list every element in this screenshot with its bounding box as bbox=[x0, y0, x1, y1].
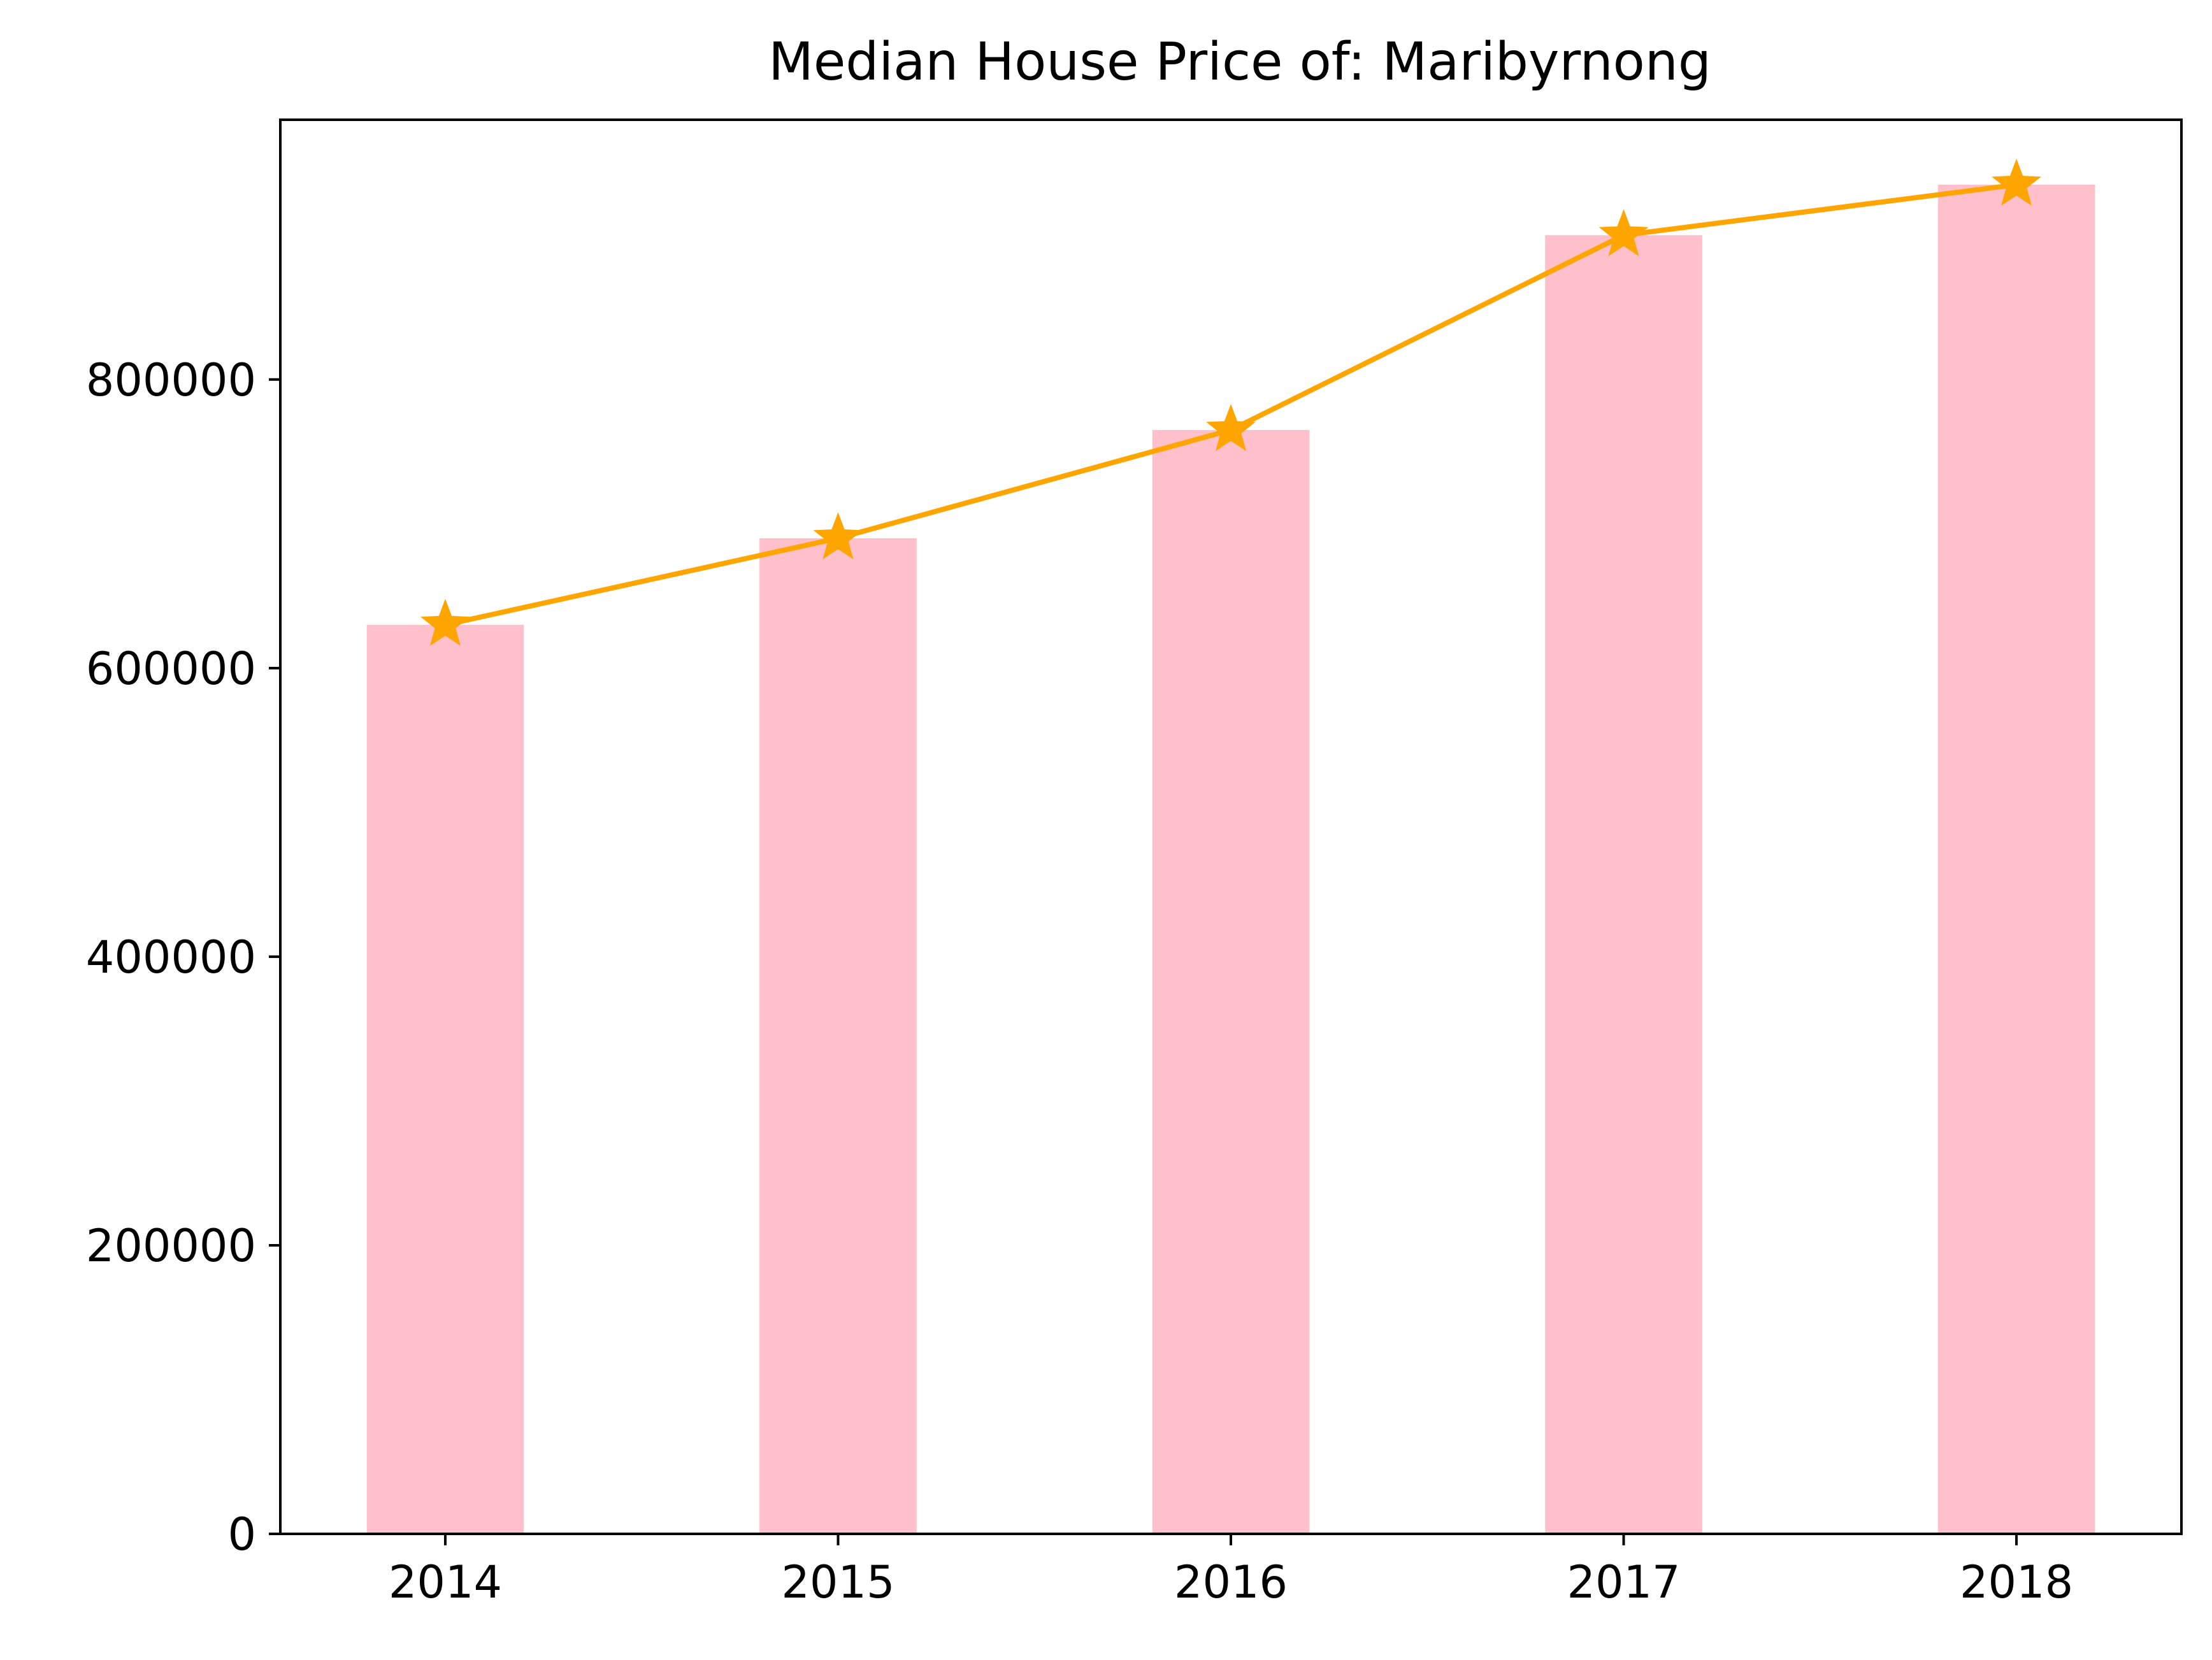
star-marker-2014 bbox=[420, 599, 470, 646]
star-marker-2015 bbox=[813, 512, 863, 559]
bar-2018 bbox=[1937, 184, 2095, 1535]
y-tick-label: 800000 bbox=[86, 354, 256, 406]
bar-2016 bbox=[1152, 430, 1310, 1535]
x-tick-label: 2016 bbox=[1174, 1556, 1288, 1608]
star-marker-2017 bbox=[1598, 209, 1649, 257]
x-tick-label: 2018 bbox=[1960, 1556, 2073, 1608]
y-tick-label: 200000 bbox=[86, 1220, 256, 1272]
ticks-layer: 2014 2015 2016 2017 2018 0 200000 400000 600000 8… bbox=[86, 354, 2073, 1608]
x-tick-label: 2015 bbox=[781, 1556, 894, 1608]
y-tick-label: 0 bbox=[227, 1508, 256, 1561]
bars-layer bbox=[366, 184, 2095, 1535]
x-tick-label: 2014 bbox=[389, 1556, 502, 1608]
y-tick-label: 600000 bbox=[86, 643, 256, 695]
x-tick-label: 2017 bbox=[1567, 1556, 1680, 1608]
bar-2017 bbox=[1545, 235, 1702, 1534]
star-marker-2016 bbox=[1206, 404, 1256, 452]
y-tick-label: 400000 bbox=[86, 931, 256, 984]
star-marker-2018 bbox=[1992, 159, 2041, 206]
line-layer bbox=[420, 159, 2041, 646]
bar-2014 bbox=[366, 624, 524, 1534]
chart-title: Median House Price of: Maribyrnong bbox=[768, 32, 1711, 92]
bar-2015 bbox=[759, 538, 917, 1535]
